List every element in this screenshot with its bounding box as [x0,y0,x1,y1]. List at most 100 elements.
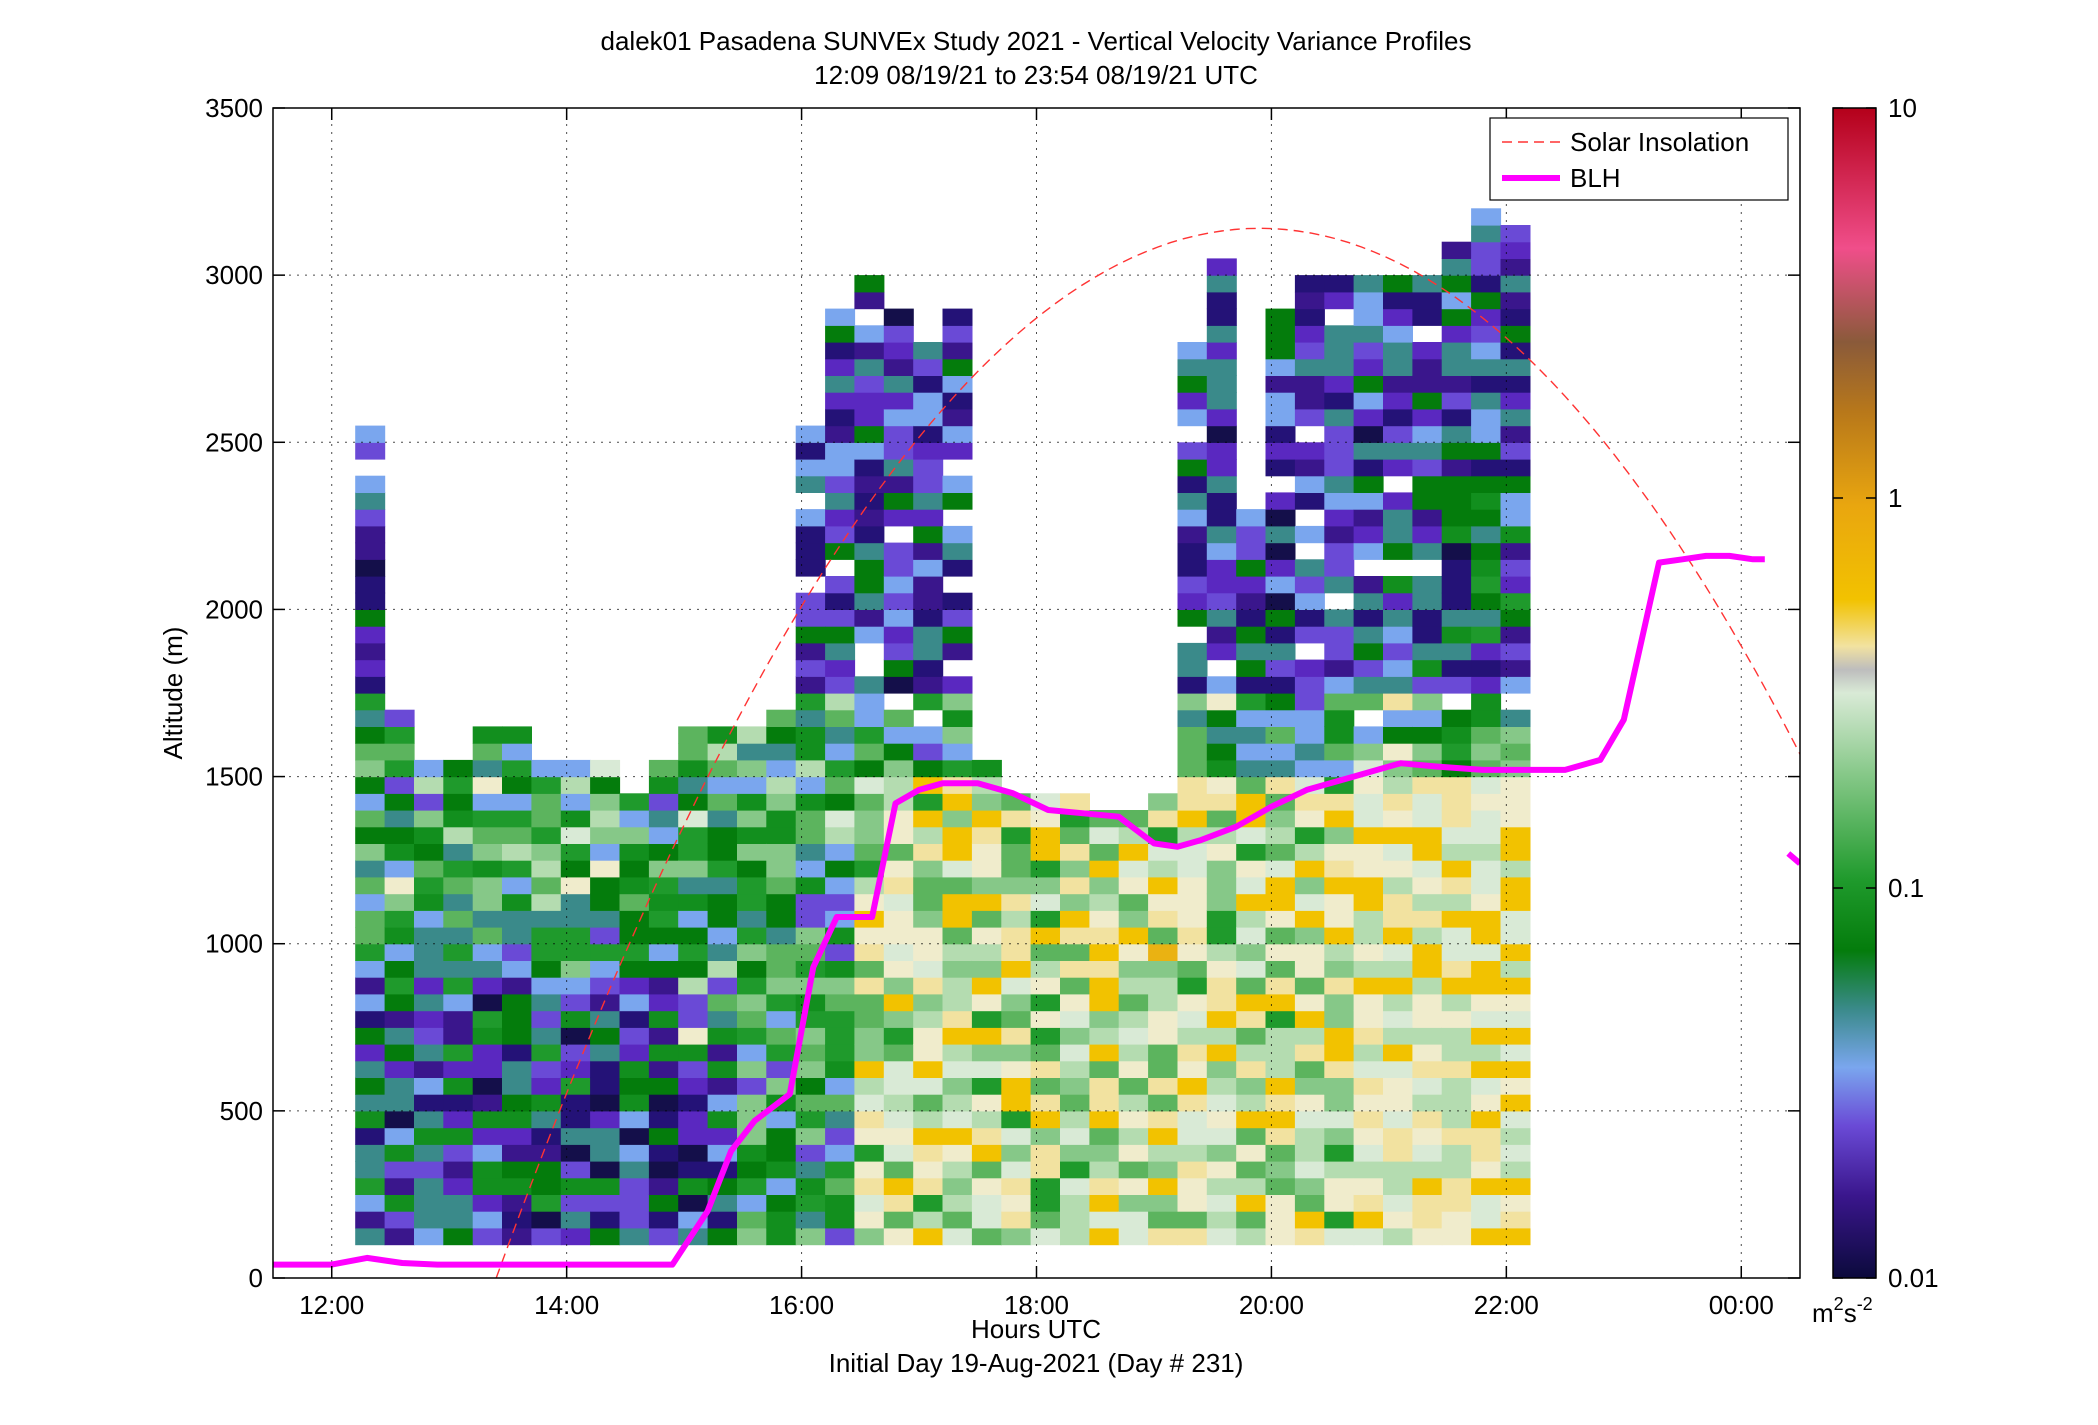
heatmap-cell [619,1110,650,1129]
heatmap-cell [883,1044,914,1062]
heatmap-cell [1383,876,1413,895]
heatmap-cell [1265,759,1296,778]
heatmap-cell [1441,659,1472,677]
heatmap-cell [1471,826,1502,844]
heatmap-cell [531,910,562,928]
heatmap-cell [355,492,386,510]
heatmap-cell [825,308,856,326]
heatmap-cell [1148,1044,1179,1062]
heatmap-cell [942,810,973,828]
heatmap-cell [1441,1027,1472,1045]
heatmap-cell [1353,977,1384,995]
heatmap-cell [942,1060,973,1078]
heatmap-cell [1294,1177,1325,1195]
heatmap-cell [1324,442,1355,460]
heatmap-cell [1441,1077,1472,1095]
heatmap-cell [1412,1194,1443,1212]
heatmap-cell [1148,927,1179,945]
heatmap-cell [913,1027,944,1045]
heatmap-cell [1500,1077,1531,1095]
heatmap-cell [1177,910,1208,928]
heatmap-cell [1177,342,1208,360]
heatmap-cell [1177,459,1208,477]
heatmap-cell [1148,960,1179,978]
heatmap-cell [1294,1060,1325,1078]
heatmap-cell [1353,876,1384,895]
heatmap-cell [913,1194,944,1212]
heatmap-cell [1324,1127,1355,1145]
heatmap-cell [1353,609,1384,627]
heatmap-cell [1324,1094,1355,1112]
heatmap-cell [971,1144,1002,1162]
heatmap-cell [1148,1094,1179,1112]
heatmap-cell [913,977,944,995]
heatmap-cell [854,726,885,744]
heatmap-cell [854,1010,885,1028]
heatmap-cell [1294,442,1325,460]
heatmap-cell [1030,1110,1061,1129]
heatmap-cell [414,1094,444,1112]
heatmap-cell [1206,793,1237,811]
heatmap-cell [1471,442,1502,460]
heatmap-cell [1177,759,1208,778]
heatmap-cell [1471,525,1502,544]
heatmap-cell [1294,375,1325,393]
heatmap-cell [590,1144,621,1162]
heatmap-cell [707,876,738,895]
heatmap-cell [1441,408,1472,427]
heatmap-cell [619,1211,650,1229]
heatmap-cell [854,626,885,644]
heatmap-cell [678,826,709,844]
heatmap-cell [1236,659,1267,677]
heatmap-cell [1353,642,1384,661]
heatmap-cell [1441,442,1472,460]
heatmap-cell [1412,1044,1443,1062]
heatmap-cell [707,977,738,995]
heatmap-cell [1265,1127,1296,1145]
heatmap-cell [384,776,415,794]
heatmap-cell [678,993,709,1012]
heatmap-cell [1441,977,1472,995]
heatmap-cell [913,1094,944,1112]
heatmap-cell [1001,1094,1032,1112]
heatmap-cell [1353,943,1384,961]
heatmap-cell [883,893,914,911]
heatmap-cell [414,826,444,844]
heatmap-cell [414,910,444,928]
legend-label-solar: Solar Insolation [1570,127,1749,157]
heatmap-cell [1383,1027,1413,1045]
heatmap-cell [1383,576,1413,594]
heatmap-cell [1001,1144,1032,1162]
heatmap-cell [1441,860,1472,878]
heatmap-cell [1148,1110,1179,1129]
heatmap-cell [1471,392,1502,410]
heatmap-cell [384,927,415,945]
heatmap-cell [355,893,386,911]
heatmap-cell [913,542,944,560]
heatmap-cell [648,876,679,895]
heatmap-cell [707,759,738,778]
heatmap-cell [414,810,444,828]
heatmap-cell [766,943,797,961]
heatmap-cell [1030,1027,1061,1045]
heatmap-cell [854,960,885,978]
heatmap-cell [1294,793,1325,811]
heatmap-cell [1412,1211,1443,1229]
heatmap-cell [414,943,444,961]
heatmap-cell [795,1110,826,1129]
heatmap-cell [1177,810,1208,828]
heatmap-cell [472,1077,503,1095]
heatmap-cell [854,459,885,477]
y-axis-label: Altitude (m) [158,627,188,760]
heatmap-cell [590,1094,621,1112]
heatmap-cell [913,759,944,778]
heatmap-cell [1206,709,1237,727]
heatmap-cell [1353,1060,1384,1078]
heatmap-cell [1412,425,1443,443]
heatmap-cell [1471,308,1502,326]
heatmap-cell [531,927,562,945]
heatmap-cell [414,1027,444,1045]
heatmap-cell [795,726,826,744]
heatmap-cell [854,291,885,310]
heatmap-cell [1412,726,1443,744]
